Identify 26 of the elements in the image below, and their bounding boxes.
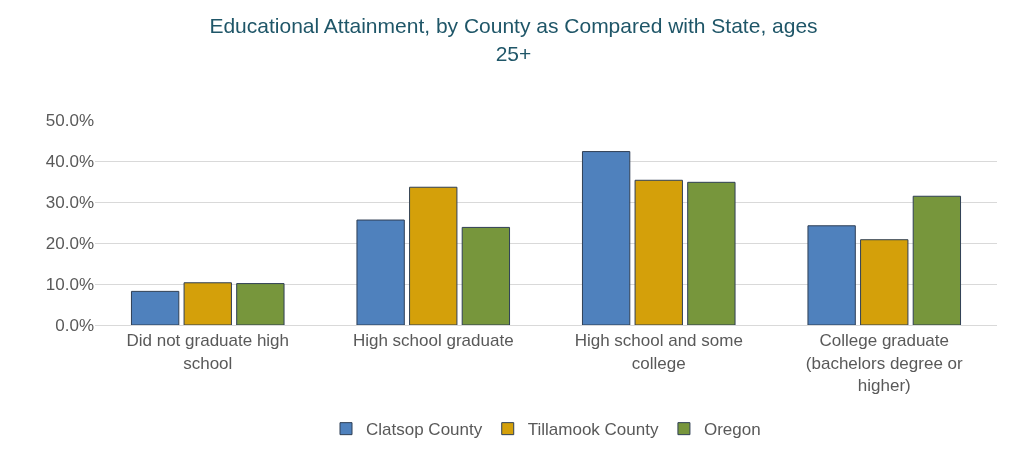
bar [860, 239, 909, 325]
bar [356, 219, 405, 325]
bar [130, 290, 180, 325]
chart-title: Educational Attainment, by County as Compared with State, ages 25+ [209, 14, 818, 65]
y-tick-label: 50.0% [45, 110, 94, 130]
legend-label: Tillamook County [527, 420, 659, 440]
x-tick-label: High school graduate [352, 331, 514, 351]
x-tick-label: High school and some college [574, 331, 743, 373]
bar [807, 225, 856, 325]
bar [183, 282, 232, 325]
legend-label: Oregon [703, 420, 761, 440]
y-tick-label: 10.0% [45, 274, 94, 294]
bar [236, 283, 285, 325]
legend-label: Clatsop County [366, 420, 483, 440]
bar [409, 186, 458, 325]
bar [912, 195, 962, 325]
x-tick-label: College graduate (bachelors degree or higher) [805, 331, 964, 395]
y-tick-label: 40.0% [45, 151, 94, 171]
y-tick-label: 20.0% [45, 233, 94, 253]
bar [461, 226, 511, 325]
bar [634, 179, 683, 325]
x-tick-label: Did not graduate high school [126, 331, 290, 373]
y-tick-label: 0.0% [55, 315, 94, 335]
y-tick-label: 30.0% [45, 192, 94, 212]
bar [687, 181, 736, 325]
bar [581, 151, 631, 325]
